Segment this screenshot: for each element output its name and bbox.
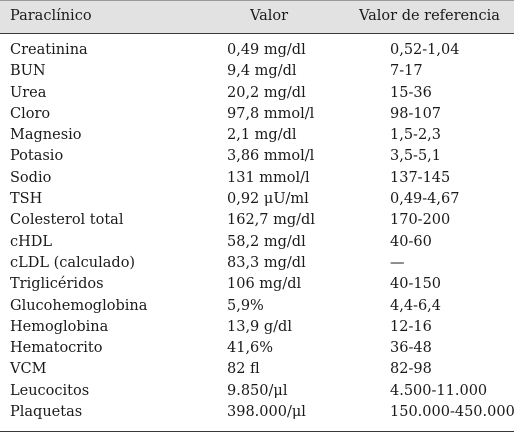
cell-value: 2,1 mg/dl (227, 127, 297, 144)
cell-value: 9,4 mg/dl (227, 63, 297, 80)
table-row: Colesterol total 162,7 mg/dl 170-200 (0, 210, 514, 231)
cell-value: 5,9% (227, 297, 264, 314)
table-header: Paraclínico Valor Valor de referencia (0, 0, 514, 34)
cell-reference: 0,49-4,67 (390, 191, 460, 208)
cell-reference: 40-60 (390, 233, 432, 250)
cell-reference: 82-98 (390, 361, 432, 378)
table-row: Potasio 3,86 mmol/l 3,5-5,1 (0, 146, 514, 167)
table-row: Hemoglobina 13,9 g/dl 12-16 (0, 317, 514, 338)
table-row: Hematocrito 41,6% 36-48 (0, 338, 514, 359)
cell-reference: 170-200 (390, 212, 451, 229)
cell-param: Triglicéridos (10, 276, 104, 293)
cell-value: 58,2 mg/dl (227, 233, 306, 250)
cell-value: 20,2 mg/dl (227, 84, 306, 101)
cell-reference: 150.000-450.000 (390, 404, 514, 421)
cell-value: 41,6% (227, 340, 274, 357)
cell-reference: 4,4-6,4 (390, 297, 442, 314)
table-row: TSH 0,92 μU/ml 0,49-4,67 (0, 189, 514, 210)
cell-reference: 0,52-1,04 (390, 42, 460, 58)
cell-value: 131 mmol/l (227, 169, 310, 186)
cell-reference: 1,5-2,3 (390, 127, 442, 144)
table-row: Glucohemoglobina 5,9% 4,4-6,4 (0, 296, 514, 317)
cell-value: 0,92 μU/ml (227, 191, 309, 208)
table-body: Creatinina 0,49 mg/dl 0,52-1,04 BUN 9,4 mg/d… (0, 40, 514, 423)
cell-param: Urea (10, 84, 47, 101)
table-row: Triglicéridos 106 mg/dl 40-150 (0, 274, 514, 295)
cell-param: Colesterol total (10, 212, 124, 229)
cell-param: Hemoglobina (10, 318, 109, 335)
cell-reference: 36-48 (390, 340, 432, 357)
cell-param: Hematocrito (10, 340, 103, 357)
cell-value: 97,8 mmol/l (227, 105, 315, 122)
table-row: Creatinina 0,49 mg/dl 0,52-1,04 (0, 40, 514, 61)
cell-value: 398.000/μl (227, 404, 306, 421)
cell-reference: 15-36 (390, 84, 432, 101)
cell-value: 106 mg/dl (227, 276, 302, 293)
cell-param: Creatinina (10, 42, 88, 58)
table-row: cHDL 58,2 mg/dl 40-60 (0, 232, 514, 253)
cell-value: 83,3 mg/dl (227, 254, 306, 271)
table-row: Urea 20,2 mg/dl 15-36 (0, 83, 514, 104)
cell-reference: 137-145 (390, 169, 451, 186)
header-reference: Valor de referencia (359, 8, 500, 24)
table-row: Sodio 131 mmol/l 137-145 (0, 168, 514, 189)
table-row: BUN 9,4 mg/dl 7-17 (0, 61, 514, 82)
cell-param: BUN (10, 63, 46, 80)
cell-reference: 3,5-5,1 (390, 148, 442, 165)
cell-value: 162,7 mg/dl (227, 212, 315, 229)
table-row: Cloro 97,8 mmol/l 98-107 (0, 104, 514, 125)
cell-reference: 40-150 (390, 276, 442, 293)
cell-value: 82 fl (227, 361, 260, 378)
cell-value: 13,9 g/dl (227, 318, 292, 335)
cell-param: Potasio (10, 148, 64, 165)
header-param: Paraclínico (10, 8, 92, 24)
cell-param: Plaquetas (10, 404, 83, 421)
cell-reference: 7-17 (390, 63, 423, 80)
table-row: cLDL (calculado) 83,3 mg/dl — (0, 253, 514, 274)
cell-value: 0,49 mg/dl (227, 42, 306, 58)
cell-param: Glucohemoglobina (10, 297, 148, 314)
cell-param: Leucocitos (10, 382, 90, 399)
cell-reference: 98-107 (390, 105, 442, 122)
cell-value: 3,86 mmol/l (227, 148, 315, 165)
table-row: Plaquetas 398.000/μl 150.000-450.000 (0, 402, 514, 423)
cell-reference: 4.500-11.000 (390, 382, 488, 399)
table-bottom-rule (0, 431, 514, 432)
cell-reference: — (390, 254, 405, 271)
cell-value: 9.850/μl (227, 382, 288, 399)
table-row: Leucocitos 9.850/μl 4.500-11.000 (0, 381, 514, 402)
cell-param: Sodio (10, 169, 52, 186)
cell-reference: 12-16 (390, 318, 432, 335)
cell-param: TSH (10, 191, 43, 208)
cell-param: Magnesio (10, 127, 82, 144)
cell-param: VCM (10, 361, 47, 378)
cell-param: cLDL (calculado) (10, 254, 136, 271)
cell-param: Cloro (10, 105, 51, 122)
cell-param: cHDL (10, 233, 53, 250)
table-row: Magnesio 2,1 mg/dl 1,5-2,3 (0, 125, 514, 146)
table-row: VCM 82 fl 82-98 (0, 359, 514, 380)
header-value: Valor (250, 8, 289, 24)
